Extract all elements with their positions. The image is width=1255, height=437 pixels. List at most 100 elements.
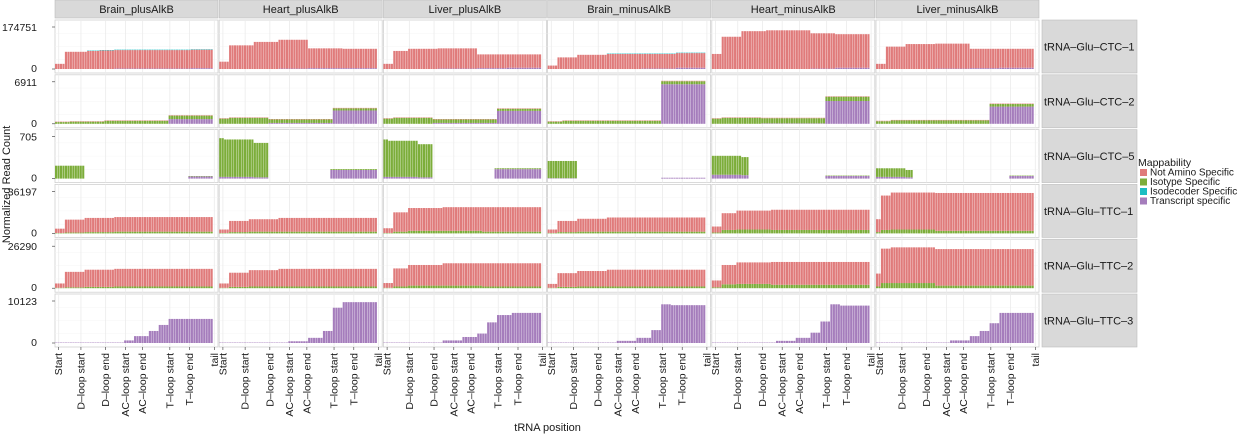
bar-segment <box>778 261 781 285</box>
bar-segment <box>734 155 737 175</box>
bar-segment <box>798 261 801 285</box>
bar-segment <box>969 336 972 343</box>
bar-segment <box>283 231 286 234</box>
bar-segment <box>997 230 1000 234</box>
bar-segment <box>920 120 923 124</box>
bar-segment <box>268 119 271 123</box>
bar-segment <box>305 217 308 232</box>
bar-segment <box>263 177 266 179</box>
bar-segment <box>957 43 960 69</box>
bar-segment <box>359 231 363 234</box>
bar-segment <box>1026 230 1029 234</box>
bar-segment <box>746 229 749 234</box>
bar-segment <box>64 287 67 289</box>
bar-segment <box>890 176 893 179</box>
bar-segment <box>529 108 532 111</box>
bar-segment <box>1006 312 1010 343</box>
bar-segment <box>964 249 968 286</box>
bar-segment <box>626 340 629 343</box>
bar-segment <box>778 284 781 289</box>
bar-segment <box>741 157 744 176</box>
bar-segment <box>141 217 144 232</box>
bar-segment <box>506 286 509 289</box>
bar-segment <box>482 333 485 343</box>
bar-segment <box>283 268 286 287</box>
bar-segment <box>616 269 619 287</box>
bar-segment <box>761 31 764 69</box>
bar-segment <box>357 286 360 289</box>
bar-segment <box>442 285 445 289</box>
bar-segment <box>651 330 654 343</box>
x-tick-label: AC–loop start <box>284 353 296 417</box>
bar-segment <box>243 139 247 177</box>
bar-segment <box>790 340 793 343</box>
bar-segment <box>229 176 232 179</box>
bar-segment <box>276 119 279 123</box>
bar-segment <box>969 285 972 289</box>
bar-segment <box>231 220 234 233</box>
bar-segment <box>519 67 522 69</box>
bar-segment <box>219 176 222 179</box>
x-tick-label: T–loop end <box>348 353 360 406</box>
bar-segment <box>251 286 254 289</box>
bar-segment <box>322 268 326 287</box>
bar-segment <box>501 286 505 289</box>
bar-segment <box>703 177 706 179</box>
bar-segment <box>459 122 463 124</box>
bar-segment <box>325 119 328 123</box>
bar-segment <box>547 229 550 233</box>
bar-segment <box>506 110 509 124</box>
bar-segment <box>746 175 749 179</box>
bar-segment <box>516 263 519 287</box>
bar-segment <box>457 207 460 231</box>
bar-segment <box>367 110 370 124</box>
bar-segment <box>577 286 580 289</box>
bar-segment <box>176 318 179 343</box>
bar-segment <box>932 283 935 289</box>
bar-segment <box>290 231 293 234</box>
bar-segment <box>248 219 251 232</box>
bar-segment <box>905 177 908 179</box>
bar-segment <box>751 31 754 69</box>
bar-segment <box>876 121 879 124</box>
bar-segment <box>920 44 923 69</box>
bar-segment <box>420 177 423 179</box>
bar-segment <box>497 108 500 111</box>
bar-segment <box>562 220 565 233</box>
bar-segment <box>837 284 840 289</box>
bar-segment <box>589 231 592 234</box>
bar-segment <box>880 283 884 289</box>
bar-segment <box>467 285 470 289</box>
bar-segment <box>494 119 497 123</box>
bar-segment <box>445 230 448 234</box>
legend-key <box>1140 178 1147 186</box>
bar-segment <box>756 31 759 69</box>
bar-segment <box>330 170 333 179</box>
bar-segment <box>927 192 930 230</box>
bar-segment <box>367 268 370 287</box>
bar-segment <box>808 209 811 230</box>
bar-segment <box>62 122 65 124</box>
bar-segment <box>972 249 975 286</box>
bar-segment <box>62 228 65 233</box>
bar-segment <box>357 169 360 170</box>
bar-segment <box>92 232 95 234</box>
bar-segment <box>643 217 647 232</box>
bar-segment <box>714 287 717 289</box>
bar-segment <box>261 231 264 234</box>
bar-segment <box>405 50 408 69</box>
bar-segment <box>161 286 164 289</box>
bar-segment <box>969 120 972 124</box>
bar-segment <box>940 285 943 289</box>
y-tick-zero: 0 <box>31 118 37 130</box>
bar-segment <box>246 272 249 287</box>
bar-segment <box>987 192 990 231</box>
bar-segment <box>374 108 377 111</box>
bar-segment <box>547 283 550 288</box>
bar-segment <box>666 217 669 232</box>
bar-segment <box>198 176 201 179</box>
bar-segment <box>729 264 732 285</box>
bar-segment <box>146 217 149 232</box>
bar-segment <box>987 68 990 69</box>
bar-segment <box>285 286 288 289</box>
